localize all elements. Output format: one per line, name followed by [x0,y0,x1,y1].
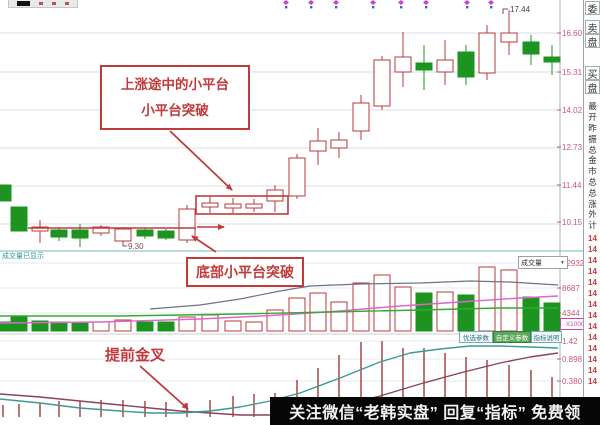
toolbar-glyph-icon [39,2,43,5]
quote-panel-label: 昨 [588,123,597,133]
volume-indicator-selector[interactable]: 成交量 ▼ [518,256,568,269]
indicator-help-button[interactable]: 指标说明 [531,331,562,343]
quote-panel-label: 盘 [585,80,600,94]
quote-panel-label: 14 [588,288,597,298]
quote-panel-label: 14 [588,354,597,364]
quote-panel-label: 计 [588,220,597,231]
quote-panel-label: 14 [588,321,597,331]
quote-panel-label: 委 [585,1,600,15]
quote-panel-label: 14 [588,244,597,254]
quote-panel-label: 外 [588,209,597,220]
quote-panel-label: 14 [588,299,597,309]
svg-text:1.42: 1.42 [562,337,578,346]
optimize-params-button[interactable]: 优选参数 [459,331,493,343]
quote-panel-label: 14 [588,233,597,243]
quote-panel-label: 金 [588,155,597,166]
svg-text:12932: 12932 [562,259,585,268]
svg-text:4344: 4344 [562,309,580,318]
axis-labels: 16.60 15.31 14.02 12.73 11.44 10.15 12932 8687 4… [557,29,585,386]
quote-panel-label: 最 [588,101,597,112]
promo-banner: 关注微信“老韩实盘” 回复“指标” 免费领 [270,397,600,425]
svg-text:10.15: 10.15 [562,218,583,227]
quote-panel-label: 总 [588,144,597,155]
annotation-box-platform: 上涨途中的小平台 小平台突破 [100,65,250,130]
quote-panel-label: 总 [588,177,597,187]
chevron-down-icon: ▼ [560,259,565,266]
svg-text:0.380: 0.380 [562,377,583,386]
custom-params-button[interactable]: 自定义参数 [493,331,531,343]
svg-text:16.60: 16.60 [562,29,583,38]
quote-panel-label: 14 [588,365,597,375]
quote-panel-label: 卖 [585,20,600,34]
color-swatch-icon [17,1,30,6]
signal-markers [283,0,494,9]
svg-text:0.898: 0.898 [562,355,583,364]
quote-panel-label: 14 [588,266,597,276]
svg-text:14.02: 14.02 [562,106,583,115]
quote-panel-label: 总 [588,187,597,198]
quote-panel-label: 14 [588,277,597,287]
quote-panel-label: 市 [588,166,597,177]
price-callouts: 17.44 9.30 [122,5,531,251]
svg-text:17.44: 17.44 [510,5,531,14]
toolbar-glyph-icon [65,2,69,5]
quote-panel-label: 14 [588,310,597,320]
quote-panel-label: 14 [588,343,597,353]
quote-panel-label: 振 [588,133,597,144]
quote-panel-label: 14 [588,376,597,386]
annotation-text: 底部小平台突破 [196,263,294,280]
annotation-box-bottom-breakout: 底部小平台突破 [186,257,304,287]
chart-annotations [28,130,289,410]
annotation-text: 小平台突破 [141,102,209,118]
svg-text:11.44: 11.44 [562,181,582,190]
volume-pane-header: 成交量已显示 [2,253,44,260]
quote-panel-label: 14 [588,332,597,342]
svg-text:9.30: 9.30 [128,242,144,251]
quote-panel-strip[interactable]: 委卖盘买盘最开昨振总金市总总涨外计 14 14 14 14 14 14 14 14 14 14 14 1… [583,0,600,425]
quote-panel-label: 开 [588,112,597,123]
svg-text:15.31: 15.31 [562,68,583,77]
toolbar-fragment[interactable] [8,0,78,8]
quote-panel-label: 涨 [588,198,597,209]
svg-text:8687: 8687 [562,284,580,293]
quote-panel-label: 盘 [585,34,600,48]
candles [0,10,561,247]
annotation-golden-cross: 提前金叉 [105,347,166,364]
quote-panel-label: 14 [588,255,597,265]
selector-label: 成交量 [521,259,542,267]
volume-bars [0,266,561,332]
annotation-text: 上涨途中的小平台 [121,76,229,92]
svg-text:12.73: 12.73 [562,143,583,152]
toolbar-glyph-icon [52,2,56,5]
quote-panel-label: 买 [585,66,600,80]
